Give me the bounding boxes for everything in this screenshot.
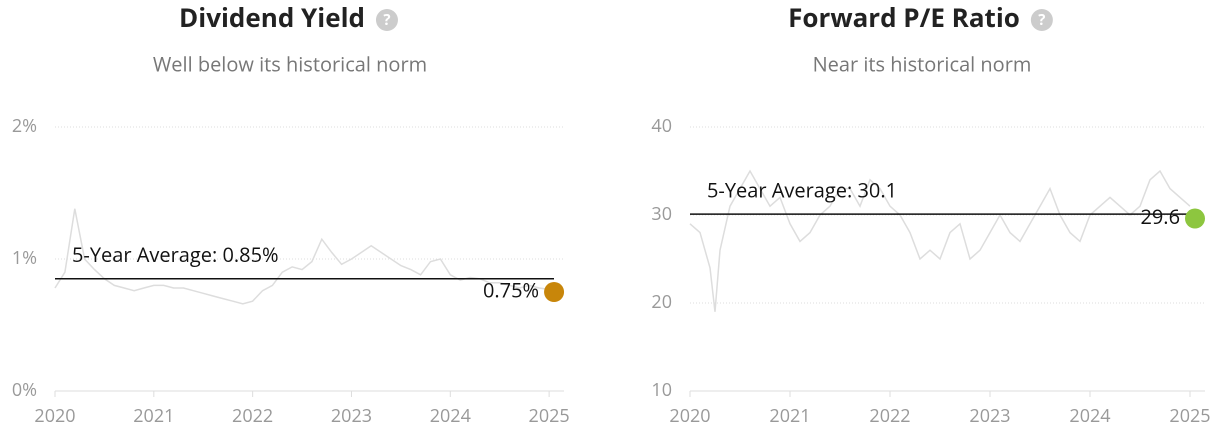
y-tick-label: 30: [651, 202, 672, 226]
x-tick-label: 2021: [769, 404, 810, 428]
current-marker: [1185, 208, 1205, 229]
x-tick-label: 2020: [34, 404, 75, 428]
chart-subtitle: Near its historical norm: [813, 50, 1032, 77]
x-tick-label: 2023: [969, 404, 1010, 428]
x-tick-label: 2023: [331, 404, 372, 428]
y-tick-label: 10: [651, 378, 672, 402]
current-marker: [544, 282, 565, 302]
x-tick-label: 2022: [232, 404, 273, 428]
y-tick-label: 20: [651, 290, 672, 314]
x-tick-label: 2024: [1069, 404, 1110, 428]
data-line: [689, 169, 1191, 312]
current-label: 29.6: [1140, 203, 1180, 230]
help-icon-glyph: ?: [1038, 10, 1045, 30]
x-tick-label: 2025: [1169, 404, 1210, 428]
x-tick-label: 2020: [669, 404, 710, 428]
help-icon-glyph: ?: [383, 10, 390, 30]
y-tick-label: 1%: [12, 246, 37, 270]
x-tick-label: 2024: [430, 404, 471, 428]
average-label: 5-Year Average: 0.85%: [72, 241, 279, 268]
help-icon[interactable]: [1030, 9, 1053, 31]
current-label: 0.75%: [483, 276, 539, 303]
x-tick-label: 2025: [529, 404, 570, 428]
chart-title: Forward P/E Ratio: [788, 0, 1020, 35]
chart-title: Dividend Yield: [179, 0, 365, 35]
chart-subtitle: Well below its historical norm: [153, 50, 427, 77]
average-label: 5-Year Average: 30.1: [707, 176, 897, 203]
x-tick-label: 2021: [133, 404, 174, 428]
y-tick-label: 40: [651, 114, 672, 138]
x-tick-label: 2022: [869, 404, 910, 428]
y-tick-label: 2%: [12, 114, 37, 138]
help-icon[interactable]: [375, 9, 398, 31]
y-tick-label: 0%: [12, 378, 37, 402]
